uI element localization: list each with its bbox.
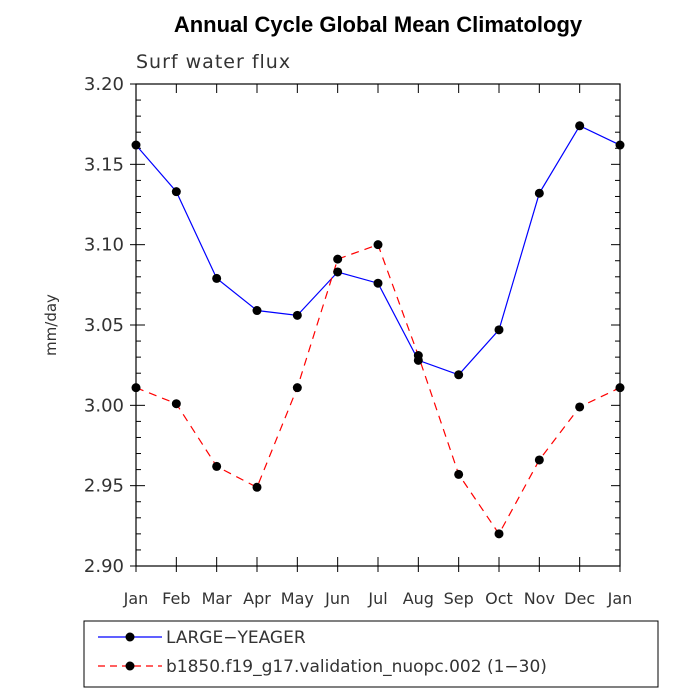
data-point-series-1 bbox=[454, 370, 464, 380]
chart-title: Annual Cycle Global Mean Climatology bbox=[174, 12, 583, 37]
x-tick-label: Jan bbox=[607, 589, 633, 608]
data-point-series-2 bbox=[575, 402, 585, 412]
x-tick-label: Mar bbox=[202, 589, 233, 608]
data-point-series-1 bbox=[252, 306, 262, 316]
data-point-series-1 bbox=[575, 121, 585, 131]
chart-subtitle: Surf water flux bbox=[136, 51, 291, 73]
x-tick-label: Feb bbox=[162, 589, 190, 608]
data-point-series-2 bbox=[171, 399, 181, 409]
y-tick-label: 3.05 bbox=[84, 315, 124, 336]
y-tick-label: 3.10 bbox=[84, 235, 124, 256]
y-tick-label: 2.90 bbox=[84, 556, 124, 577]
legend: LARGE−YEAGER b1850.f19_g17.validation_nu… bbox=[83, 620, 659, 688]
legend-marker-1 bbox=[125, 632, 135, 642]
y-tick-label: 3.00 bbox=[84, 395, 124, 416]
x-tick-label: May bbox=[281, 589, 314, 608]
y-tick-label: 3.15 bbox=[84, 154, 124, 175]
data-point-series-2 bbox=[494, 529, 504, 539]
y-axis-label: mm/day bbox=[42, 294, 60, 356]
data-point-series-2 bbox=[454, 469, 464, 479]
data-point-series-1 bbox=[131, 140, 141, 150]
series-line-2 bbox=[135, 243, 621, 536]
x-tick-label: Jul bbox=[367, 589, 387, 608]
x-tick-label: Apr bbox=[243, 589, 271, 608]
x-tick-label: Jun bbox=[324, 589, 350, 608]
legend-label-1: LARGE−YEAGER bbox=[166, 628, 306, 648]
data-point-series-1 bbox=[171, 187, 181, 197]
legend-marker-2 bbox=[125, 661, 135, 671]
x-tick-label: Aug bbox=[403, 589, 434, 608]
x-tick-label: Dec bbox=[564, 589, 595, 608]
x-tick-label: Jan bbox=[123, 589, 149, 608]
data-point-series-1 bbox=[615, 140, 625, 150]
legend-label-2: b1850.f19_g17.validation_nuopc.002 (1−30… bbox=[166, 657, 547, 677]
series-points bbox=[131, 121, 625, 539]
data-point-series-2 bbox=[534, 455, 544, 465]
data-point-series-1 bbox=[212, 273, 222, 283]
data-point-series-1 bbox=[373, 278, 383, 288]
x-tick-label: Oct bbox=[485, 589, 513, 608]
x-tick-label: Nov bbox=[524, 589, 555, 608]
data-point-series-1 bbox=[494, 325, 504, 335]
legend-box bbox=[83, 620, 659, 688]
data-point-series-2 bbox=[292, 383, 302, 393]
data-point-series-1 bbox=[292, 310, 302, 320]
data-point-series-2 bbox=[252, 482, 262, 492]
plot-area bbox=[135, 83, 621, 567]
data-point-series-2 bbox=[373, 240, 383, 250]
series-lines bbox=[135, 125, 621, 536]
x-axis: Jan Feb Mar Apr May Jun Jul Aug Sep Oct Nov Dec Jan bbox=[123, 84, 633, 608]
y-axis: 2.90 2.95 3.00 3.05 3.10 3.15 3.20 bbox=[84, 74, 620, 577]
data-point-series-2 bbox=[615, 383, 625, 393]
data-point-series-2 bbox=[413, 351, 423, 361]
y-tick-label: 3.20 bbox=[84, 74, 124, 95]
data-point-series-2 bbox=[333, 254, 343, 264]
data-point-series-2 bbox=[212, 461, 222, 471]
data-point-series-2 bbox=[131, 383, 141, 393]
data-point-series-1 bbox=[534, 188, 544, 198]
x-tick-label: Sep bbox=[444, 589, 474, 608]
y-tick-label: 2.95 bbox=[84, 476, 124, 497]
series-line-1 bbox=[135, 125, 621, 376]
data-point-series-1 bbox=[333, 267, 343, 277]
